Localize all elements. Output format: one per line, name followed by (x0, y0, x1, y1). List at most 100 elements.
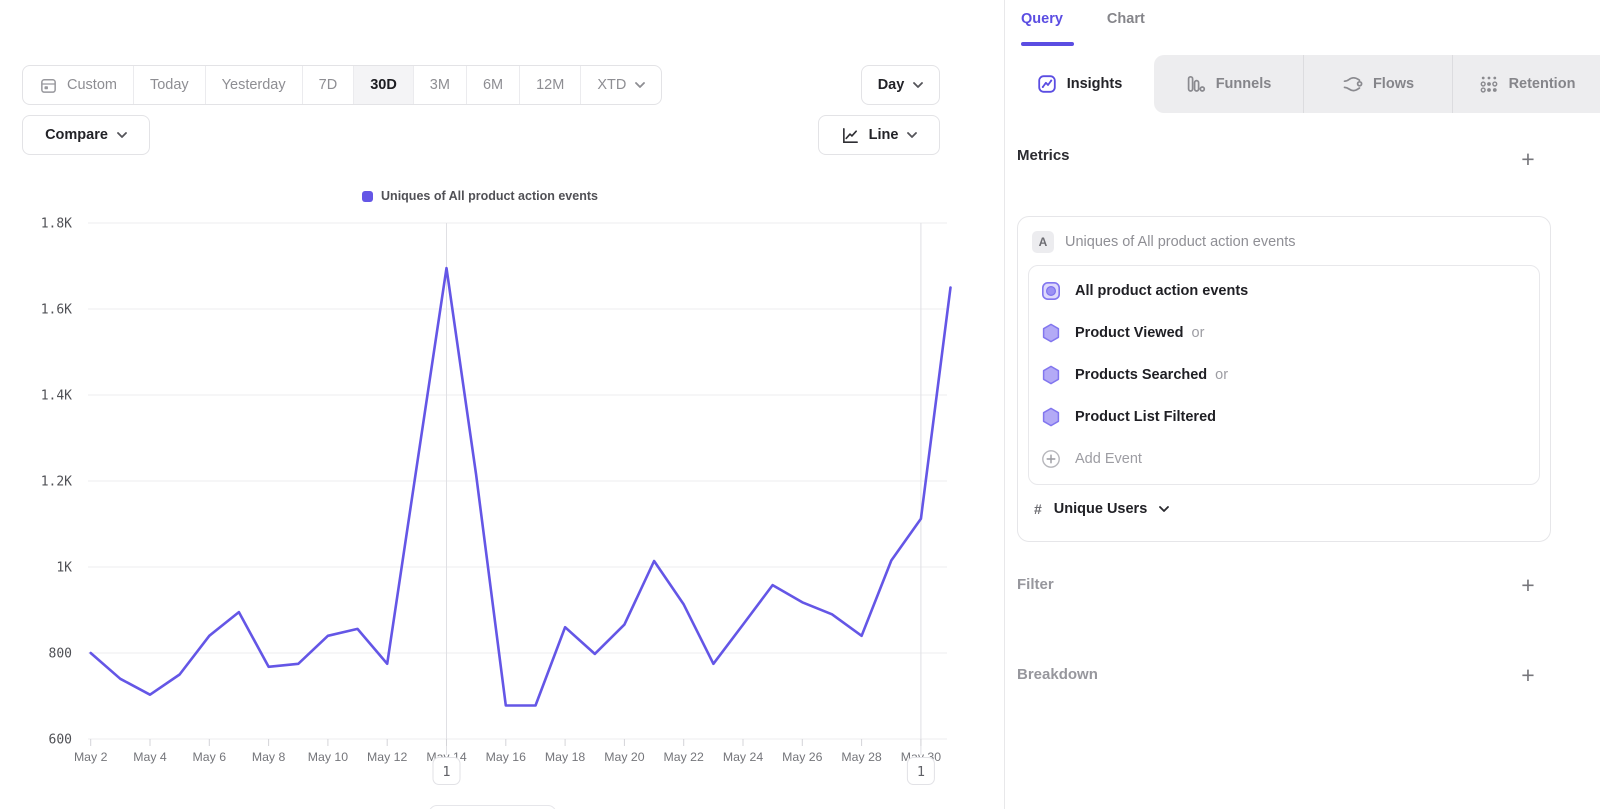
event-row[interactable]: Products Searched or (1029, 354, 1539, 396)
line-chart: 600 800 1K 1.2K 1.4K 1.6K 1.8K May 2 May 4 May 6 M… (41, 217, 952, 809)
x-axis-tick-label: May 4 (133, 750, 167, 764)
report-tab-label: Insights (1066, 76, 1123, 92)
range-option-label: 7D (318, 77, 338, 93)
report-type-tabs: Insights Funnels Flows Retention (1005, 55, 1600, 113)
chart-type-label: Line (868, 127, 899, 143)
series-letter-badge: A (1032, 231, 1054, 253)
annotation-count: 1 (442, 764, 450, 780)
range-option-7d[interactable]: 7D (303, 66, 355, 104)
event-name: All product action events (1075, 283, 1249, 299)
line-chart-icon (842, 127, 858, 143)
range-option-label: Custom (67, 77, 117, 93)
event-name: Products Searched (1075, 367, 1208, 383)
metric-card: A Uniques of All product action events A… (1017, 216, 1551, 542)
retention-icon (1479, 74, 1499, 94)
report-tab-funnels[interactable]: Funnels (1154, 55, 1303, 113)
clipped-popover (429, 805, 556, 809)
report-tab-label: Funnels (1215, 76, 1272, 92)
flows-icon (1342, 74, 1363, 94)
series-line (89, 266, 952, 707)
event-hexagon-icon (1041, 365, 1061, 385)
range-option-today[interactable]: Today (134, 66, 206, 104)
add-event-button[interactable]: Add Event (1029, 438, 1539, 480)
series-label: Uniques of All product action events (1065, 234, 1296, 250)
add-event-label: Add Event (1075, 451, 1142, 467)
chevron-down-icon (1159, 505, 1170, 512)
add-metric-button[interactable]: + (1521, 146, 1535, 172)
range-option-custom[interactable]: Custom (23, 66, 134, 104)
event-row[interactable]: Product List Filtered (1029, 396, 1539, 438)
add-filter-button[interactable]: + (1521, 572, 1535, 598)
date-range-selector: Custom Today Yesterday 7D 30D 3M 6M 12M XTD (22, 65, 663, 105)
range-option-label: 12M (536, 77, 565, 93)
granularity-label: Day (877, 77, 905, 93)
range-option-label: XTD (597, 77, 627, 93)
chevron-down-icon (913, 81, 924, 88)
x-axis-tick-label: May 26 (782, 750, 822, 764)
report-tab-flows[interactable]: Flows (1303, 55, 1452, 113)
plus-circle-icon (1041, 449, 1061, 469)
report-tab-retention[interactable]: Retention (1452, 55, 1600, 113)
range-option-30d[interactable]: 30D (354, 66, 414, 104)
chart-legend[interactable]: Uniques of All product action events (0, 189, 960, 203)
series-color-swatch (362, 190, 374, 202)
x-axis-tick-label: May 28 (841, 750, 881, 764)
x-axis-tick-label: May 10 (308, 750, 348, 764)
range-option-label: Yesterday (221, 77, 286, 93)
tab-query[interactable]: Query (1021, 11, 1063, 27)
event-hexagon-icon (1041, 407, 1061, 427)
x-axis-tick-label: May 24 (723, 750, 763, 764)
y-axis-tick-label: 1.8K (41, 217, 72, 232)
x-axis-tick-label: May 6 (193, 750, 227, 764)
event-name: Product Viewed (1075, 325, 1184, 341)
range-option-label: Today (149, 77, 189, 93)
y-axis-tick-label: 1K (56, 561, 72, 576)
range-option-3m[interactable]: 3M (414, 66, 467, 104)
query-panel: Query Chart Insights Funnels Flows Retentio… (1004, 0, 1600, 809)
event-list: All product action events Product Viewed o… (1028, 265, 1540, 485)
active-tab-underline (1021, 42, 1074, 46)
measurement-dropdown[interactable]: # Unique Users (1018, 485, 1550, 517)
calendar-icon (39, 76, 58, 95)
y-axis-tick-label: 800 (49, 647, 72, 662)
metric-header: A Uniques of All product action events (1018, 217, 1550, 265)
report-tab-insights[interactable]: Insights (1005, 55, 1154, 113)
annotation-marker[interactable] (432, 757, 461, 785)
compare-label: Compare (45, 127, 108, 143)
range-option-yesterday[interactable]: Yesterday (206, 66, 303, 104)
y-axis-tick-label: 1.2K (41, 475, 72, 490)
insights-icon (1037, 74, 1057, 94)
tab-chart[interactable]: Chart (1106, 11, 1145, 27)
annotation-marker[interactable] (906, 757, 935, 785)
event-hexagon-icon (1041, 323, 1061, 343)
legend-label: Uniques of All product action events (381, 189, 598, 203)
annotation-count: 1 (917, 764, 925, 780)
x-axis-tick-label: May 20 (604, 750, 644, 764)
metrics-heading: Metrics (1017, 147, 1070, 164)
x-axis-tick-label: May 12 (367, 750, 407, 764)
range-option-12m[interactable]: 12M (520, 66, 582, 104)
event-operator: or (1215, 367, 1229, 383)
x-axis-tick-label: May 2 (74, 750, 108, 764)
y-axis-tick-label: 1.6K (41, 303, 72, 318)
event-row[interactable]: Product Viewed or (1029, 312, 1539, 354)
compare-dropdown[interactable]: Compare (22, 115, 150, 155)
x-axis-tick-label: May 8 (252, 750, 286, 764)
range-option-xtd[interactable]: XTD (581, 66, 661, 104)
number-icon: # (1034, 501, 1042, 517)
filter-heading: Filter (1017, 576, 1054, 593)
range-option-label: 3M (429, 77, 450, 93)
x-axis-tick-label: May 18 (545, 750, 585, 764)
range-option-6m[interactable]: 6M (467, 66, 521, 104)
chart-type-dropdown[interactable]: Line (818, 115, 940, 155)
report-tab-label: Flows (1372, 76, 1415, 92)
event-operator: or (1191, 325, 1205, 341)
chevron-down-icon (635, 81, 646, 89)
event-name: Product List Filtered (1075, 409, 1216, 425)
granularity-dropdown[interactable]: Day (861, 65, 940, 105)
measurement-label: Unique Users (1053, 501, 1148, 517)
event-row[interactable]: All product action events (1029, 270, 1539, 312)
breakdown-heading: Breakdown (1017, 666, 1098, 683)
add-breakdown-button[interactable]: + (1521, 662, 1535, 688)
